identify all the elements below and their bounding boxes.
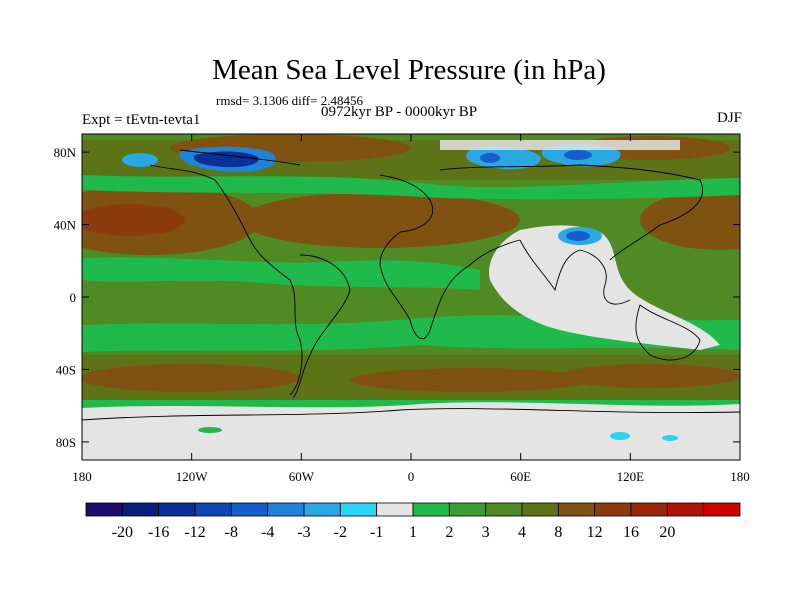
y-tick-label: 80N (54, 145, 77, 160)
chart-title: Mean Sea Level Pressure (in hPa) (212, 54, 606, 86)
colorbar-label: 20 (659, 524, 675, 541)
colorbar-swatch (158, 502, 196, 517)
colorbar-label: -20 (112, 524, 133, 541)
y-axis: 80N 40N 0 40S 80S (54, 145, 740, 450)
season-label: DJF (716, 110, 742, 126)
chart-subtitle: rmsd= 3.1306 diff= 2.48456 (216, 93, 363, 108)
colorbar-swatch (448, 502, 487, 517)
colorbar-swatch (703, 502, 741, 517)
x-tick-label: 180 (72, 469, 92, 484)
field-alaska-low (122, 153, 158, 167)
field-wpac-high (640, 190, 740, 250)
field-siberia-low-east-core (564, 150, 592, 160)
x-tick-label: 180 (730, 469, 750, 484)
y-tick-label: 40S (56, 362, 76, 377)
x-tick-label: 60E (510, 469, 531, 484)
colorbar-label: 12 (587, 524, 603, 541)
field-antarctic-blue-2 (662, 435, 678, 441)
colorbar-label: -8 (225, 524, 238, 541)
colorbar-swatch (630, 502, 668, 517)
field-sbelt-core-2 (350, 368, 590, 392)
colorbar: -20 -16 -12 -8 -4 -3 -2 -1 1 2 3 4 8 12 16 20 (85, 502, 741, 541)
field-sbelt-core-1 (82, 364, 300, 392)
coastlines (82, 149, 740, 421)
y-tick-label: 0 (70, 290, 77, 305)
field-antarctic-green (198, 427, 222, 433)
field-subarctic-green (82, 175, 740, 200)
colorbar-swatch (303, 502, 341, 517)
colorbar-label: 8 (554, 524, 562, 541)
colorbar-label: -2 (334, 524, 347, 541)
colorbar-label: 4 (518, 524, 526, 541)
colorbar-swatch (376, 502, 414, 517)
field-siberia-low-west-core (480, 153, 500, 163)
colorbar-swatch (194, 502, 232, 517)
colorbar-label: -4 (261, 524, 274, 541)
colorbar-label: -1 (370, 524, 383, 541)
colorbar-swatch (557, 502, 596, 517)
colorbar-label: 16 (623, 524, 639, 541)
colorbar-swatch (339, 502, 378, 517)
colorbar-swatch (594, 502, 632, 517)
x-tick-label: 120E (617, 469, 645, 484)
colorbar-label: -3 (297, 524, 310, 541)
experiment-label: Expt = tEvtn-tevta1 (82, 112, 201, 128)
y-tick-label: 40N (54, 218, 77, 233)
period-label: 0972kyr BP - 0000kyr BP (321, 104, 478, 120)
colorbar-swatch (666, 502, 705, 517)
field-antarctica (82, 402, 740, 460)
map-field (82, 134, 740, 460)
field-arctic-grey (440, 140, 680, 150)
colorbar-swatch (121, 502, 160, 517)
colorbar-swatch (412, 502, 450, 517)
colorbar-label: 1 (409, 524, 417, 541)
field-tibet-low-core (566, 231, 590, 241)
field-npac-core (82, 204, 185, 236)
field-canada-low-core (194, 151, 259, 168)
colorbar-swatch (85, 502, 123, 517)
field-natl-high (240, 192, 520, 248)
x-axis: 180 120W 60W 0 60E 120E 180 (72, 134, 750, 484)
colorbar-label: -16 (148, 524, 169, 541)
field-sbelt-core-3 (560, 364, 740, 388)
field-antarctic-blue-1 (610, 432, 630, 440)
colorbar-swatch (521, 502, 559, 517)
y-tick-label: 80S (56, 435, 76, 450)
colorbar-swatch (230, 502, 269, 517)
x-tick-label: 120W (176, 469, 209, 484)
colorbar-swatch (267, 502, 305, 517)
colorbar-label: 3 (482, 524, 490, 541)
colorbar-swatch (485, 502, 523, 517)
x-tick-label: 0 (408, 469, 415, 484)
x-tick-label: 60W (289, 469, 315, 484)
colorbar-label: 2 (445, 524, 453, 541)
field-siberia-low-west (466, 146, 541, 170)
colorbar-label: -12 (184, 524, 205, 541)
